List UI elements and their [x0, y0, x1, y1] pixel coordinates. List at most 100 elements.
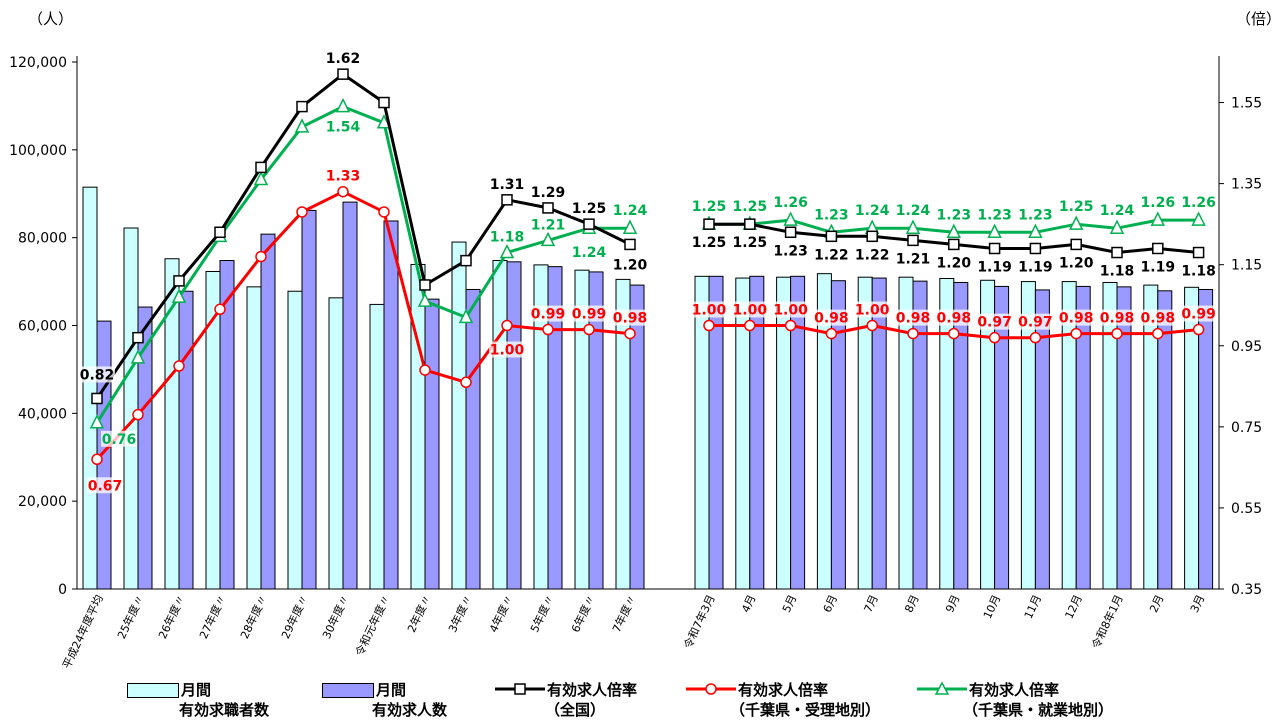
national-point	[1194, 248, 1204, 258]
data-label-national: 1.18	[1100, 264, 1135, 280]
category-label: 2年度〃	[404, 592, 434, 634]
category-label: 4月	[739, 593, 758, 615]
data-label-national: 1.20	[613, 257, 648, 273]
bar-openings	[261, 234, 275, 589]
category-label: 29年度〃	[278, 592, 311, 641]
national-point	[338, 69, 348, 79]
category-label: 27年度〃	[196, 592, 229, 641]
legend-swatch-chiba-accept	[686, 680, 736, 700]
bar-jobseekers	[83, 187, 97, 589]
bar-openings	[343, 202, 357, 589]
bar-jobseekers	[288, 291, 302, 589]
bar-openings	[831, 281, 845, 589]
data-label-national: 1.22	[855, 247, 890, 263]
national-point	[745, 219, 755, 229]
data-label-chiba-accept: 0.99	[531, 307, 566, 323]
data-label-national: 1.19	[1018, 259, 1053, 275]
national-point	[1112, 248, 1122, 258]
data-label-chiba-work: 1.23	[977, 207, 1012, 223]
data-label-national: 1.20	[937, 255, 972, 271]
category-label: 12月	[1063, 593, 1085, 621]
left-tick-label: 80,000	[18, 231, 67, 247]
category-label: 9月	[943, 593, 962, 615]
national-point	[1030, 243, 1040, 253]
category-label: 10月	[981, 593, 1003, 621]
bar-jobseekers	[493, 261, 507, 589]
bar-openings	[302, 210, 316, 589]
data-label-national: 1.25	[572, 201, 607, 217]
national-point	[704, 219, 714, 229]
category-label: 25年度〃	[114, 592, 147, 641]
data-label-chiba-accept: 0.67	[88, 478, 123, 494]
chiba-accept-point	[867, 321, 877, 331]
legend-label-line2: 有効求職者数	[179, 700, 269, 720]
left-tick-label: 60,000	[18, 319, 67, 335]
legend-swatch-national	[495, 680, 545, 700]
data-label-chiba-work: 1.25	[1059, 199, 1094, 215]
category-label: 11月	[1022, 593, 1044, 621]
data-label-chiba-accept: 0.98	[1141, 311, 1176, 327]
chiba-accept-point	[826, 329, 836, 339]
category-label: 6月	[821, 593, 840, 615]
legend-label-line2: （全国）	[545, 700, 637, 720]
category-label: 令和8年1月	[1089, 592, 1126, 650]
chiba-accept-point	[908, 329, 918, 339]
national-point	[990, 243, 1000, 253]
data-label-chiba-accept: 0.98	[613, 311, 648, 327]
chiba-accept-point	[92, 454, 102, 464]
chiba-accept-point	[786, 321, 796, 331]
national-point	[543, 203, 553, 213]
data-label-chiba-work: 1.24	[613, 203, 648, 219]
national-point	[949, 239, 959, 249]
chiba-accept-point	[543, 325, 553, 335]
category-label: 26年度〃	[155, 592, 188, 641]
chiba-accept-point	[1153, 329, 1163, 339]
legend-label-line2: （千葉県・就業地別）	[963, 700, 1113, 720]
chiba-accept-point	[990, 333, 1000, 343]
data-label-chiba-work: 0.76	[102, 432, 137, 448]
chiba-accept-point	[1112, 329, 1122, 339]
category-label: 7月	[862, 593, 881, 615]
chiba-accept-point	[379, 207, 389, 217]
bar-openings	[466, 289, 480, 589]
chiba-accept-point	[297, 207, 307, 217]
data-label-chiba-work: 1.24	[572, 245, 607, 261]
data-label-national: 1.23	[773, 243, 808, 259]
chiba-accept-point	[1194, 325, 1204, 335]
category-label: 平成24年度平均	[59, 592, 105, 670]
legend-item-chiba-accept: 有効求人倍率 （千葉県・受理地別）	[686, 680, 880, 720]
bar-jobseekers	[1062, 282, 1076, 589]
data-label-chiba-work: 1.24	[896, 203, 931, 219]
data-label-chiba-accept: 0.97	[977, 315, 1012, 331]
chiba-accept-point	[256, 252, 266, 262]
data-label-chiba-accept: 0.98	[1059, 311, 1094, 327]
legend-label-line1: 有効求人倍率	[738, 681, 828, 699]
legend-item-openings: 月間 有効求人数	[322, 680, 447, 720]
data-label-chiba-work: 1.18	[490, 230, 525, 246]
chiba-accept-point	[338, 187, 348, 197]
legend: 月間 有効求職者数 月間 有効求人数 有効求人倍率 （全国） 有効求人倍率 （千…	[0, 680, 1274, 724]
data-label-chiba-accept: 0.98	[814, 311, 849, 327]
category-label: 2月	[1147, 593, 1166, 615]
left-tick-label: 120,000	[9, 55, 67, 71]
right-tick-label: 0.55	[1231, 501, 1262, 517]
data-label-national: 1.21	[896, 251, 931, 267]
bar-jobseekers	[247, 287, 261, 589]
legend-item-chiba-work: 有効求人倍率 （千葉県・就業地別）	[917, 680, 1113, 720]
chiba-accept-point	[745, 321, 755, 331]
legend-swatch-openings	[322, 683, 374, 698]
data-label-chiba-accept: 1.33	[326, 169, 361, 185]
data-label-national: 1.62	[326, 51, 361, 67]
chiba-accept-point	[174, 361, 184, 371]
data-label-national: 1.19	[1141, 259, 1176, 275]
left-tick-label: 20,000	[18, 494, 67, 510]
data-label-chiba-work: 1.25	[692, 199, 727, 215]
chiba-accept-point	[1071, 329, 1081, 339]
category-label: 30年度〃	[319, 592, 352, 641]
data-label-chiba-accept: 1.00	[773, 303, 808, 319]
data-label-chiba-accept: 0.98	[896, 311, 931, 327]
data-label-chiba-work: 1.24	[1100, 203, 1135, 219]
category-label: 5年度〃	[527, 592, 557, 634]
bar-jobseekers	[124, 228, 138, 589]
legend-label-line1: 有効求人倍率	[547, 681, 637, 699]
